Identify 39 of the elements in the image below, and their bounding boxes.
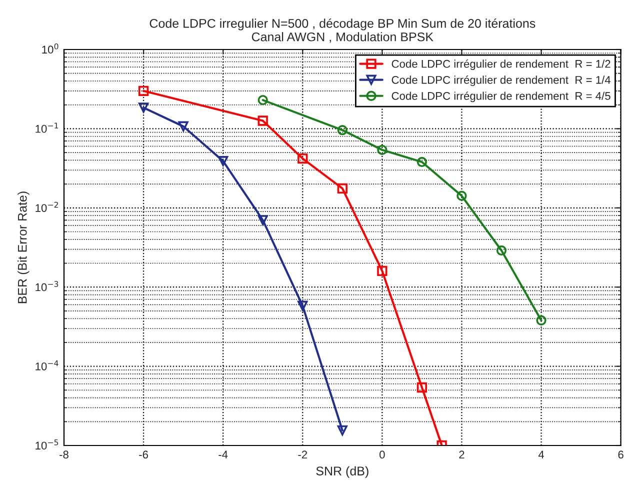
x-tick-label: -4 <box>218 450 228 458</box>
point <box>138 102 149 113</box>
y-tick-label: 10$^{−2}$ <box>36 202 58 212</box>
legend-label: Code LDPC irrégulier de rendement R = 4/5 <box>392 92 610 102</box>
point <box>337 125 348 136</box>
point <box>258 215 268 226</box>
x-axis-title: SNR (dB) <box>316 466 368 478</box>
point <box>138 86 149 96</box>
point <box>377 266 388 276</box>
chart-title: Code LDPC irregulier N=500 , décodage BP Min Sum de 20 itérations Canal AWGN , Modulation BPSK <box>150 18 536 43</box>
x-tick-label: -2 <box>298 450 308 458</box>
point <box>298 300 308 311</box>
x-tick-label: 0 <box>380 450 385 459</box>
y-tick-label: 10$^{0}$ <box>42 43 58 54</box>
x-tick-label: 2 <box>459 450 464 458</box>
y-tick-label: 10$^{−4}$ <box>36 360 58 370</box>
point <box>496 245 507 256</box>
legend-label: Code LDPC irrégulier de rendement R = 1/4 <box>392 76 610 86</box>
legend-label: Code LDPC irrégulier de rendement R = 1/2 <box>392 60 610 70</box>
point <box>377 144 388 155</box>
point <box>416 382 428 393</box>
point <box>337 425 348 436</box>
point <box>416 156 428 168</box>
x-tick-label: 6 <box>618 450 624 459</box>
point <box>536 315 546 326</box>
point <box>258 94 268 106</box>
point <box>337 183 348 194</box>
x-tick-label: -8 <box>60 450 68 459</box>
y-axis-title: BER (Bit Error Rate) <box>18 192 30 304</box>
point <box>456 190 467 201</box>
y-tick-label: 10$^{−5}$ <box>36 440 58 450</box>
y-tick-label: 10$^{−1}$ <box>36 122 58 133</box>
y-tick-label: 10$^{−3}$ <box>36 281 58 292</box>
x-tick-label: -6 <box>139 450 148 459</box>
point <box>218 156 228 166</box>
point <box>298 153 308 164</box>
x-tick-label: 4 <box>538 450 544 458</box>
point <box>178 121 188 132</box>
point <box>258 116 268 126</box>
